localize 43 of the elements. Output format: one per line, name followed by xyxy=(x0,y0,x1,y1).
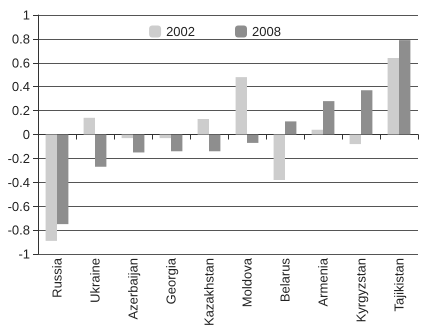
bar xyxy=(323,101,334,135)
x-tick-label: Russia xyxy=(50,257,64,298)
y-tick-label: 0.4 xyxy=(12,79,30,94)
y-tick-label: -0.2 xyxy=(8,150,30,166)
y-tick-label: 1 xyxy=(22,8,30,22)
x-tick-label: Georgia xyxy=(164,257,178,304)
bar xyxy=(247,134,258,143)
bar xyxy=(46,134,57,241)
bar xyxy=(399,40,410,135)
x-tick-label: Kyrgyzstan xyxy=(354,258,368,322)
bar xyxy=(95,134,106,167)
x-tick-label: Belarus xyxy=(278,258,292,302)
x-tick-label: Kazakhstan xyxy=(202,258,216,326)
x-tick-label: Tajikistan xyxy=(392,258,406,312)
x-tick-label: Ukraine xyxy=(88,258,102,303)
y-tick-label: -0.6 xyxy=(8,198,30,214)
x-tick-label: Armenia xyxy=(316,257,330,306)
bar xyxy=(160,134,171,138)
bar xyxy=(57,134,68,224)
bar xyxy=(312,130,323,135)
y-tick-label: -1 xyxy=(18,246,30,262)
y-tick-label: -0.4 xyxy=(8,174,30,190)
bar xyxy=(274,134,285,180)
legend-label: 2008 xyxy=(252,24,281,39)
bar xyxy=(171,134,182,152)
x-tick-label: Azerbaijan xyxy=(126,258,140,320)
bar xyxy=(236,77,247,135)
y-tick-label: 0 xyxy=(22,127,30,142)
bar xyxy=(122,134,133,138)
bar xyxy=(388,58,399,135)
bar xyxy=(285,121,296,135)
bar xyxy=(133,134,144,152)
legend-label: 2002 xyxy=(166,24,195,39)
bar xyxy=(198,118,209,135)
y-tick-label: 0.2 xyxy=(12,103,30,118)
bar xyxy=(361,90,372,135)
bar xyxy=(84,118,95,135)
y-tick-label: 0.8 xyxy=(12,31,30,46)
x-tick-label: Moldova xyxy=(240,257,254,308)
y-tick-label: -0.8 xyxy=(8,222,30,238)
bar xyxy=(350,134,361,144)
bar xyxy=(209,134,220,152)
y-tick-label: 0.6 xyxy=(12,55,30,70)
